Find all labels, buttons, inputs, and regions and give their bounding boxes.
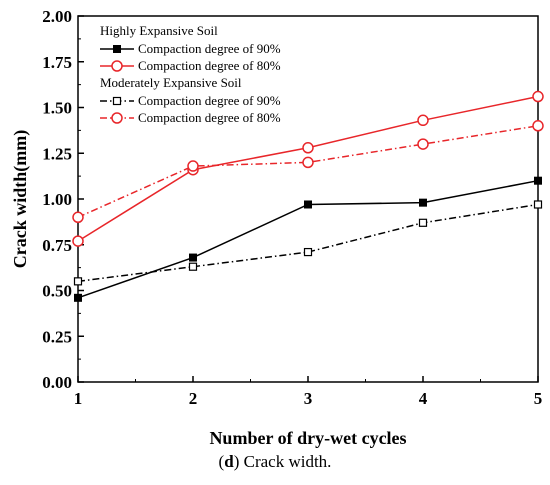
data-point-moderately-80: [72, 211, 84, 224]
data-point-moderately-90: [533, 200, 543, 209]
data-point-moderately-90: [188, 262, 198, 271]
data-point-highly-80: [72, 235, 84, 247]
legend-label-highly-90: Compaction degree of 90%: [138, 41, 281, 56]
data-point-highly-90: [534, 176, 542, 185]
y-axis-title: Crack width(mm): [10, 130, 31, 268]
series-line-moderately-90: [77, 203, 539, 283]
legend-label-moderately-80: Compaction degree of 80%: [138, 110, 281, 125]
data-point-moderately-90: [73, 277, 83, 286]
legend-marker-moderately-90: [112, 96, 122, 106]
y-tick-label: 0.25: [42, 327, 72, 346]
legend-group-title: Moderately Expansive Soil: [100, 75, 242, 90]
y-tick-label: 1.50: [42, 99, 72, 118]
series-line-moderately-80: [77, 125, 539, 218]
x-axis-title: Number of dry-wet cycles: [209, 428, 406, 448]
data-point-moderately-80: [532, 120, 544, 132]
legend-label-moderately-90: Compaction degree of 90%: [138, 93, 281, 108]
data-point-moderately-80: [302, 156, 314, 169]
caption-text: Crack width.: [243, 452, 332, 471]
y-tick-label: 1.75: [42, 53, 72, 72]
y-tick-label: 1.00: [42, 190, 72, 209]
data-point-highly-80: [532, 90, 544, 103]
y-tick-label: 2.00: [42, 7, 72, 26]
data-point-highly-90: [189, 253, 197, 262]
y-tick-label: 0.75: [42, 236, 72, 255]
caption-label: d: [224, 452, 234, 471]
data-point-highly-90: [304, 200, 312, 209]
data-point-moderately-80: [417, 138, 429, 150]
figure-caption: (d) Crack width.: [218, 452, 332, 471]
data-point-moderately-80: [187, 160, 199, 172]
y-tick-label: 0.50: [42, 282, 72, 301]
legend-label-highly-80: Compaction degree of 80%: [138, 58, 281, 73]
y-tick-label: 1.25: [42, 144, 72, 163]
legend-marker-moderately-80: [111, 112, 123, 124]
legend-marker-highly-80: [111, 60, 123, 72]
data-point-highly-90: [74, 293, 82, 302]
x-tick-label: 5: [534, 389, 543, 408]
legend-group-title: Highly Expansive Soil: [100, 23, 218, 38]
data-point-moderately-90: [418, 218, 428, 227]
data-point-highly-80: [417, 114, 429, 127]
data-point-highly-80: [302, 142, 314, 154]
data-point-moderately-90: [303, 247, 313, 257]
crack-width-chart: 0.00 0.25 0.50 0.75 1.00 1.25 1.50 1.75 2.00 1 2 3 4…: [10, 7, 544, 448]
x-tick-label: 2: [189, 389, 198, 408]
x-tick-label: 4: [419, 389, 428, 408]
x-tick-label: 3: [304, 389, 313, 408]
y-tick-label: 0.00: [42, 373, 72, 392]
legend-marker-highly-90: [113, 45, 121, 53]
data-point-highly-90: [419, 198, 427, 207]
x-tick-label: 1: [74, 389, 83, 408]
